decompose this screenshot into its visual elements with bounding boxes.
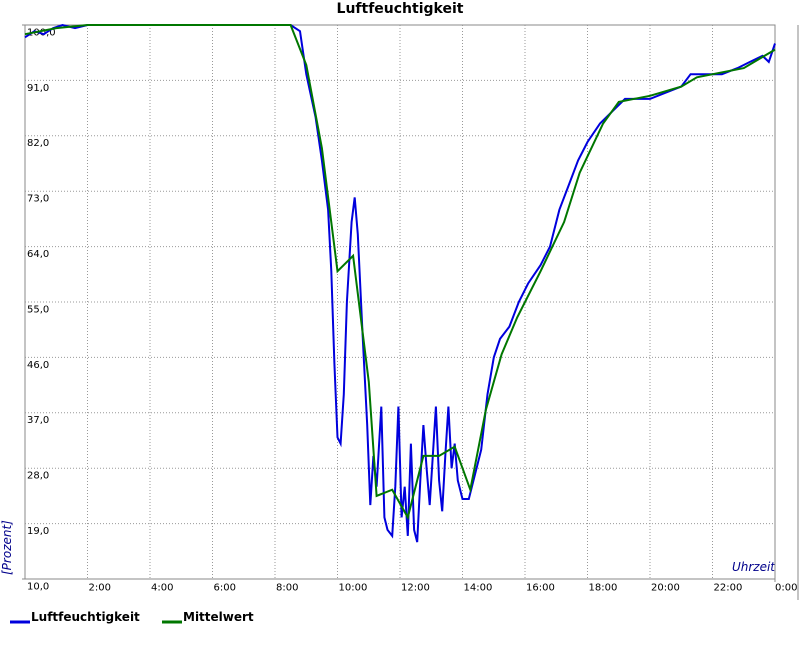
y-tick-label: 55,0 <box>27 304 49 315</box>
series-line <box>24 24 776 521</box>
x-tick-label: 6:00 <box>214 582 236 593</box>
legend-label: Luftfeuchtigkeit <box>31 610 140 624</box>
x-tick-label: 16:00 <box>526 582 555 593</box>
x-tick-label: 20:00 <box>651 582 680 593</box>
legend-label: Mittelwert <box>183 610 254 624</box>
y-tick-label: 91,0 <box>27 83 49 94</box>
y-tick-label: 28,0 <box>27 471 49 482</box>
x-tick-label: 14:00 <box>464 582 493 593</box>
y-tick-label: 10,0 <box>27 581 49 592</box>
x-tick-label: 18:00 <box>589 582 618 593</box>
series-line <box>24 23 776 543</box>
x-tick-label: 4:00 <box>151 582 173 593</box>
y-tick-label: 46,0 <box>27 360 49 371</box>
y-axis-title: [Prozent] <box>0 520 14 575</box>
x-tick-label: 2:00 <box>89 582 111 593</box>
x-tick-label: 8:00 <box>276 582 298 593</box>
x-tick-label: 12:00 <box>401 582 430 593</box>
x-tick-label: 10:00 <box>339 582 368 593</box>
x-tick-label: 0:00 <box>775 582 797 593</box>
x-tick-label: 22:00 <box>714 582 743 593</box>
y-tick-label: 19,0 <box>27 526 49 537</box>
y-tick-label: 37,0 <box>27 415 49 426</box>
y-tick-label: 64,0 <box>27 249 49 260</box>
y-tick-label: 82,0 <box>27 138 49 149</box>
y-tick-label: 73,0 <box>27 194 49 205</box>
x-axis-title: Uhrzeit <box>732 560 776 574</box>
chart-title: Luftfeuchtigkeit <box>337 1 464 17</box>
